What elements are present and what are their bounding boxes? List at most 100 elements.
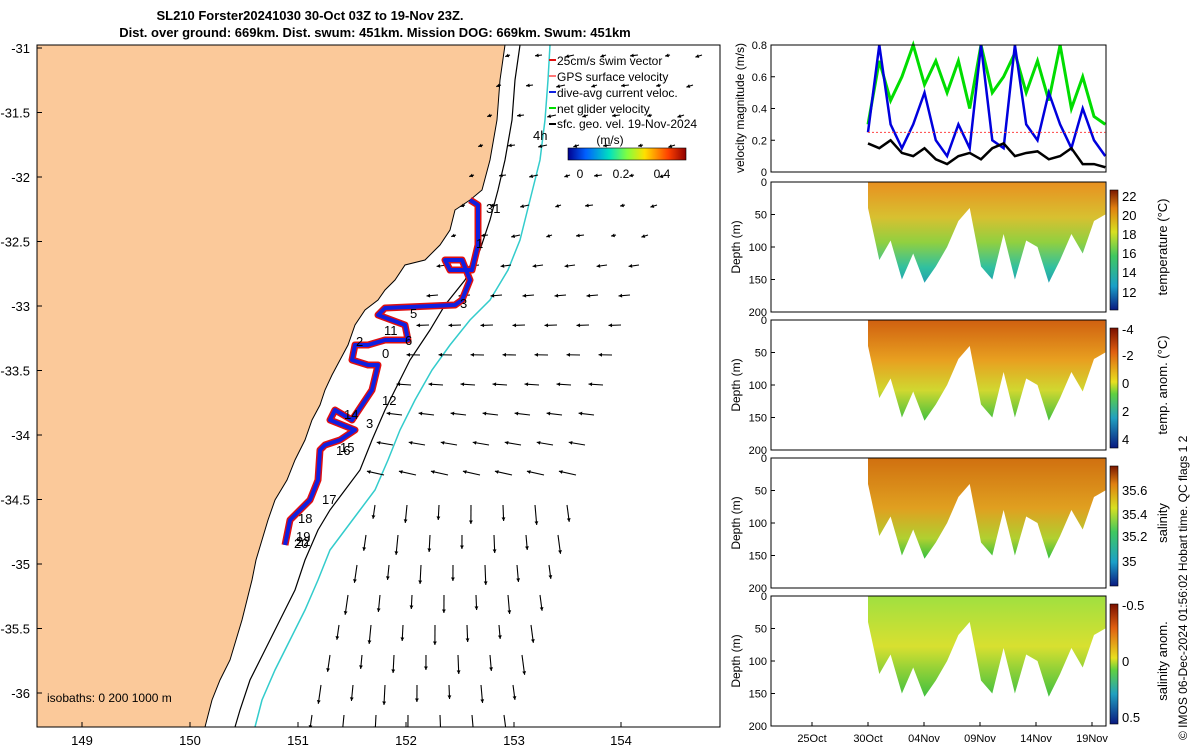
velocity-arrow-head [525, 546, 529, 550]
velocity-arrow-head [440, 440, 445, 445]
velocity-arrow-head [582, 113, 587, 118]
cbar-label: salinity anom. [1155, 621, 1170, 700]
depth-ytick-label: 50 [755, 624, 767, 636]
velocity-arrow-head [418, 411, 423, 416]
vel-ytick-label: 0.2 [752, 135, 767, 147]
velocity-arrow-head [588, 382, 593, 387]
velocity-arrow-head [362, 547, 367, 551]
velocity-arrow-head [492, 549, 497, 553]
velocity-arrow-head [512, 696, 517, 700]
velocity-arrow-head [326, 668, 330, 672]
velocity-arrow-head [426, 293, 431, 298]
depth-panel-0: 0 50 100 150 200 Depth (m) 12 14 16 18 20 22 tempera… [729, 177, 1170, 319]
depth-ytick-label: 50 [755, 486, 767, 498]
cbar-tick-label: 18 [1122, 227, 1136, 242]
velocity-series-line [866, 44, 1107, 159]
velocity-arrow-head [376, 608, 381, 612]
depth-section-fill [868, 320, 1106, 421]
velocity-arrow-head [612, 113, 616, 118]
lat-tick-label: -33.5 [0, 364, 30, 379]
velocity-arrow-head [478, 143, 483, 148]
depth-panel-2: 0 50 100 150 200 Depth (m) 35 35.2 35.4 35.6 salin… [729, 453, 1170, 595]
velocity-arrow-head [451, 577, 455, 581]
velocity-arrow-head [618, 293, 623, 298]
velocity-arrow-head [398, 470, 403, 474]
velocity-arrow-head [603, 143, 607, 148]
lon-tick-label: 149 [71, 733, 93, 748]
velocity-arrow-head [547, 114, 552, 119]
velocity-arrow [374, 714, 377, 727]
depth-colorbar [1109, 603, 1119, 725]
velocity-arrow-head [534, 352, 539, 357]
velocity-ylabel: velocity magnitude (m/s) [733, 43, 747, 173]
velocity-series-line [866, 40, 1107, 126]
velocity-arrow-head [505, 53, 510, 58]
depth-colorbar [1109, 465, 1119, 587]
velocity-arrow-head [371, 515, 376, 519]
velocity-arrow-head [480, 699, 485, 703]
velocity-arrow-head [517, 113, 521, 118]
cbar-tick-label: 22 [1122, 189, 1136, 204]
track-day-label: 15 [340, 440, 354, 455]
velocity-arrow-head [447, 695, 452, 699]
vel-ytick-label: 0 [761, 167, 767, 179]
legend-gps: GPS surface velocity [557, 70, 668, 84]
velocity-arrow-head [534, 521, 539, 525]
velocity-arrow-head [439, 727, 443, 731]
velocity-arrow-head [526, 470, 531, 474]
depth-ylabel: Depth (m) [729, 358, 743, 411]
lat-tick-label: -34.5 [0, 493, 30, 508]
velocity-arrow-head [621, 83, 625, 88]
depth-section-fill [868, 182, 1106, 283]
cbar-tick-label: 12 [1122, 285, 1136, 300]
depth-ytick-label: 200 [749, 721, 767, 733]
velocity-arrow-head [391, 669, 396, 673]
velocity-arrow-head [432, 641, 437, 645]
track-day-label: 11 [384, 323, 398, 338]
cbar-tick-label: 35.6 [1122, 483, 1147, 498]
time-tick-label: 09Nov [964, 733, 996, 745]
depth-panel-1: 0 50 100 150 200 Depth (m) -4 -2 0 2 4 temp. anom. … [729, 315, 1170, 457]
velocity-arrow-head [460, 545, 464, 549]
track-day-label: 22 [296, 534, 310, 549]
velocity-arrow-head [596, 264, 601, 268]
cbar-tick-label: 16 [1122, 246, 1136, 261]
velocity-arrow-head [566, 352, 571, 357]
colorbar-label: (m/s) [596, 133, 623, 147]
velocity-arrow-head [442, 609, 446, 613]
velocity-arrow-head [408, 440, 413, 445]
velocity-arrow-head [501, 517, 506, 521]
velocity-arrow-head [504, 440, 509, 445]
velocity-panel: 0 0.2 0.4 0.6 0.8 velocity magnitude (m/s) [733, 40, 1107, 179]
velocity-arrow-head [416, 323, 421, 328]
velocity-arrow-head [511, 234, 516, 239]
velocity-arrow-head [530, 639, 535, 643]
depth-ytick-label: 100 [749, 242, 767, 254]
velocity-arrow-head [424, 666, 428, 670]
velocity-arrow-head [448, 323, 453, 328]
cbar-tick-label: 14 [1122, 265, 1136, 280]
velocity-arrow-head [406, 352, 411, 357]
cbar-label: temp. anom. (°C) [1155, 335, 1170, 434]
velocity-arrow-head [558, 470, 563, 474]
isobath-1000 [254, 45, 551, 727]
velocity-arrow [503, 714, 507, 727]
velocity-arrow-head [316, 700, 321, 704]
velocity-arrow-head [573, 143, 578, 148]
velocity-arrow-head [668, 144, 673, 148]
time-tick-label: 25Oct [797, 733, 826, 745]
figure-title-line2: Dist. over ground: 669km. Dist. swum: 45… [119, 25, 631, 40]
velocity-arrow-head [665, 53, 669, 58]
time-tick-label: 14Nov [1020, 733, 1052, 745]
velocity-arrow-head [460, 203, 465, 208]
velocity-arrow-head [450, 411, 455, 416]
velocity-arrow-head [482, 411, 487, 416]
velocity-arrow-head [565, 54, 570, 59]
track-day-label: 17 [322, 492, 336, 507]
velocity-arrow-head [686, 84, 691, 88]
velocity-arrow-head [487, 113, 492, 118]
cbar-tick-label: 20 [1122, 208, 1136, 223]
cbar-tick-label: -0.5 [1122, 598, 1144, 613]
